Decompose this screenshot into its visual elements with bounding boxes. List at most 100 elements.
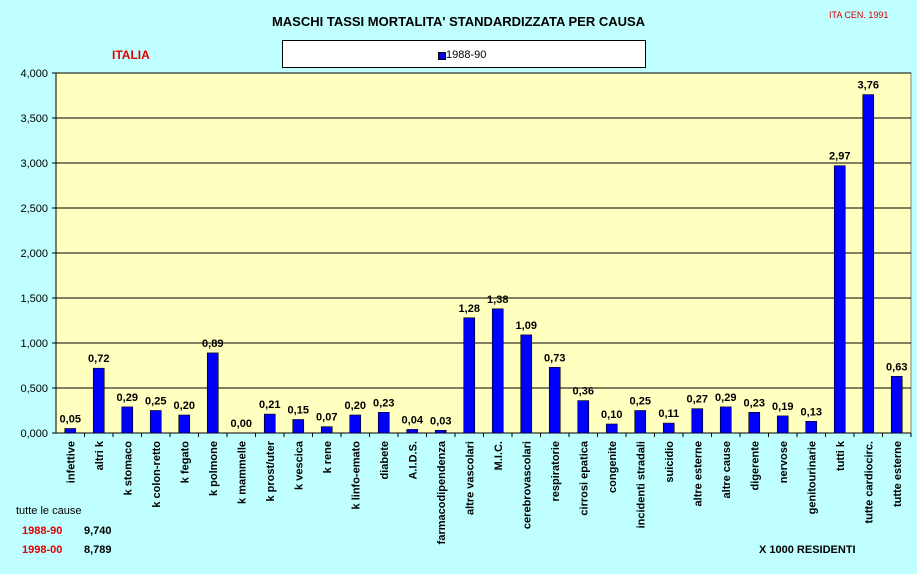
- bar: [890, 375, 903, 434]
- data-label: 0,13: [801, 406, 822, 418]
- category-label: k vescica: [293, 440, 305, 490]
- data-label: 0,19: [772, 401, 793, 413]
- category-label: k linfo-emato: [350, 441, 362, 510]
- bar: [805, 420, 818, 434]
- bar: [463, 317, 476, 434]
- category-label: tutte cardiocirc.: [863, 441, 875, 524]
- bar: [320, 426, 333, 434]
- category-label: genitourinarie: [806, 441, 818, 514]
- category-label: digerente: [749, 441, 761, 491]
- bar: [748, 411, 761, 434]
- data-label: 0,21: [259, 399, 280, 411]
- legend-swatch: [438, 52, 446, 60]
- data-label: 0,23: [744, 397, 765, 409]
- category-label: k colon-retto: [151, 441, 163, 508]
- y-tick-label: 3,500: [20, 113, 48, 125]
- totals-value-2: 8,789: [84, 544, 112, 556]
- data-label: 0,07: [316, 412, 337, 424]
- data-label: 0,25: [145, 396, 166, 408]
- bar: [292, 419, 305, 434]
- source-note: ITA CEN. 1991: [829, 10, 889, 20]
- data-label: 0,29: [715, 392, 736, 404]
- category-label: respiratorie: [550, 441, 562, 502]
- data-label: 0,20: [345, 400, 366, 412]
- bar: [605, 423, 618, 434]
- category-label: M.I.C.: [493, 441, 505, 470]
- category-label: k fegato: [179, 441, 191, 483]
- y-tick-label: 3,000: [20, 158, 48, 170]
- category-label: suicidio: [664, 441, 676, 483]
- data-label: 0,10: [601, 409, 622, 421]
- data-label: 0,25: [630, 396, 651, 408]
- category-label: k mammelle: [236, 441, 248, 504]
- bar: [206, 352, 219, 434]
- bar: [862, 94, 875, 434]
- y-tick-label: 2,000: [20, 248, 48, 260]
- legend: 1988-90: [282, 40, 646, 68]
- data-label: 0,27: [687, 394, 708, 406]
- bar: [577, 400, 590, 434]
- bar: [691, 408, 704, 434]
- data-label: 0,00: [231, 418, 252, 430]
- bar: [92, 367, 105, 434]
- data-label: 0,63: [886, 361, 907, 373]
- bar: [64, 428, 77, 434]
- data-label: 0,73: [544, 352, 565, 364]
- category-label: infettive: [65, 441, 77, 483]
- bar: [149, 410, 162, 434]
- data-label: 0,36: [573, 386, 594, 398]
- totals-period-1: 1988-90: [22, 525, 63, 537]
- category-label: altre cause: [721, 441, 733, 498]
- data-label: 0,11: [658, 408, 679, 420]
- category-label: altre vascolari: [464, 441, 476, 515]
- data-label: 0,89: [202, 338, 223, 350]
- category-label: nervose: [778, 441, 790, 483]
- category-label: cerebrovascolari: [521, 441, 533, 529]
- bar: [406, 429, 419, 434]
- category-label: incidenti stradali: [635, 441, 647, 528]
- y-tick-label: 2,500: [20, 203, 48, 215]
- category-label: diabete: [379, 441, 391, 480]
- data-label: 0,29: [117, 392, 138, 404]
- category-label: altre esterne: [692, 441, 704, 506]
- bar: [377, 411, 390, 434]
- data-label: 0,72: [88, 353, 109, 365]
- totals-period-2: 1998-00: [22, 544, 63, 556]
- bar: [520, 334, 533, 434]
- unit-note: X 1000 RESIDENTI: [759, 544, 856, 556]
- bar: [121, 406, 134, 434]
- totals-title: tutte le cause: [16, 505, 82, 517]
- y-tick-label: 0,000: [20, 428, 48, 440]
- bar: [434, 429, 447, 434]
- region-label: ITALIA: [112, 48, 150, 62]
- bar: [662, 422, 675, 434]
- category-label: k prost/uter: [265, 440, 277, 501]
- data-label: 2,97: [829, 151, 850, 163]
- bar: [263, 413, 276, 434]
- data-label: 1,38: [487, 294, 508, 306]
- bar: [776, 415, 789, 434]
- bar: [548, 366, 561, 434]
- data-label: 0,05: [60, 414, 81, 426]
- category-label: k rene: [322, 441, 334, 473]
- y-tick-label: 4,000: [20, 68, 48, 80]
- data-label: 0,03: [430, 415, 451, 427]
- bar: [178, 414, 191, 434]
- y-tick-label: 1,000: [20, 338, 48, 350]
- y-tick-label: 1,500: [20, 293, 48, 305]
- data-label: 1,28: [459, 303, 480, 315]
- totals-value-1: 9,740: [84, 525, 112, 537]
- bar: [491, 308, 504, 434]
- category-label: k polmone: [208, 441, 220, 496]
- category-label: cirrosi epatica: [578, 440, 590, 515]
- bar: [833, 165, 846, 434]
- category-label: altri k: [94, 440, 106, 470]
- data-label: 0,23: [373, 397, 394, 409]
- legend-label: 1988-90: [446, 49, 487, 61]
- category-label: tutte esterne: [892, 441, 904, 507]
- bar: [719, 406, 732, 434]
- category-label: tutti k: [835, 440, 847, 471]
- bar: [634, 410, 647, 434]
- y-tick-label: 0,500: [20, 383, 48, 395]
